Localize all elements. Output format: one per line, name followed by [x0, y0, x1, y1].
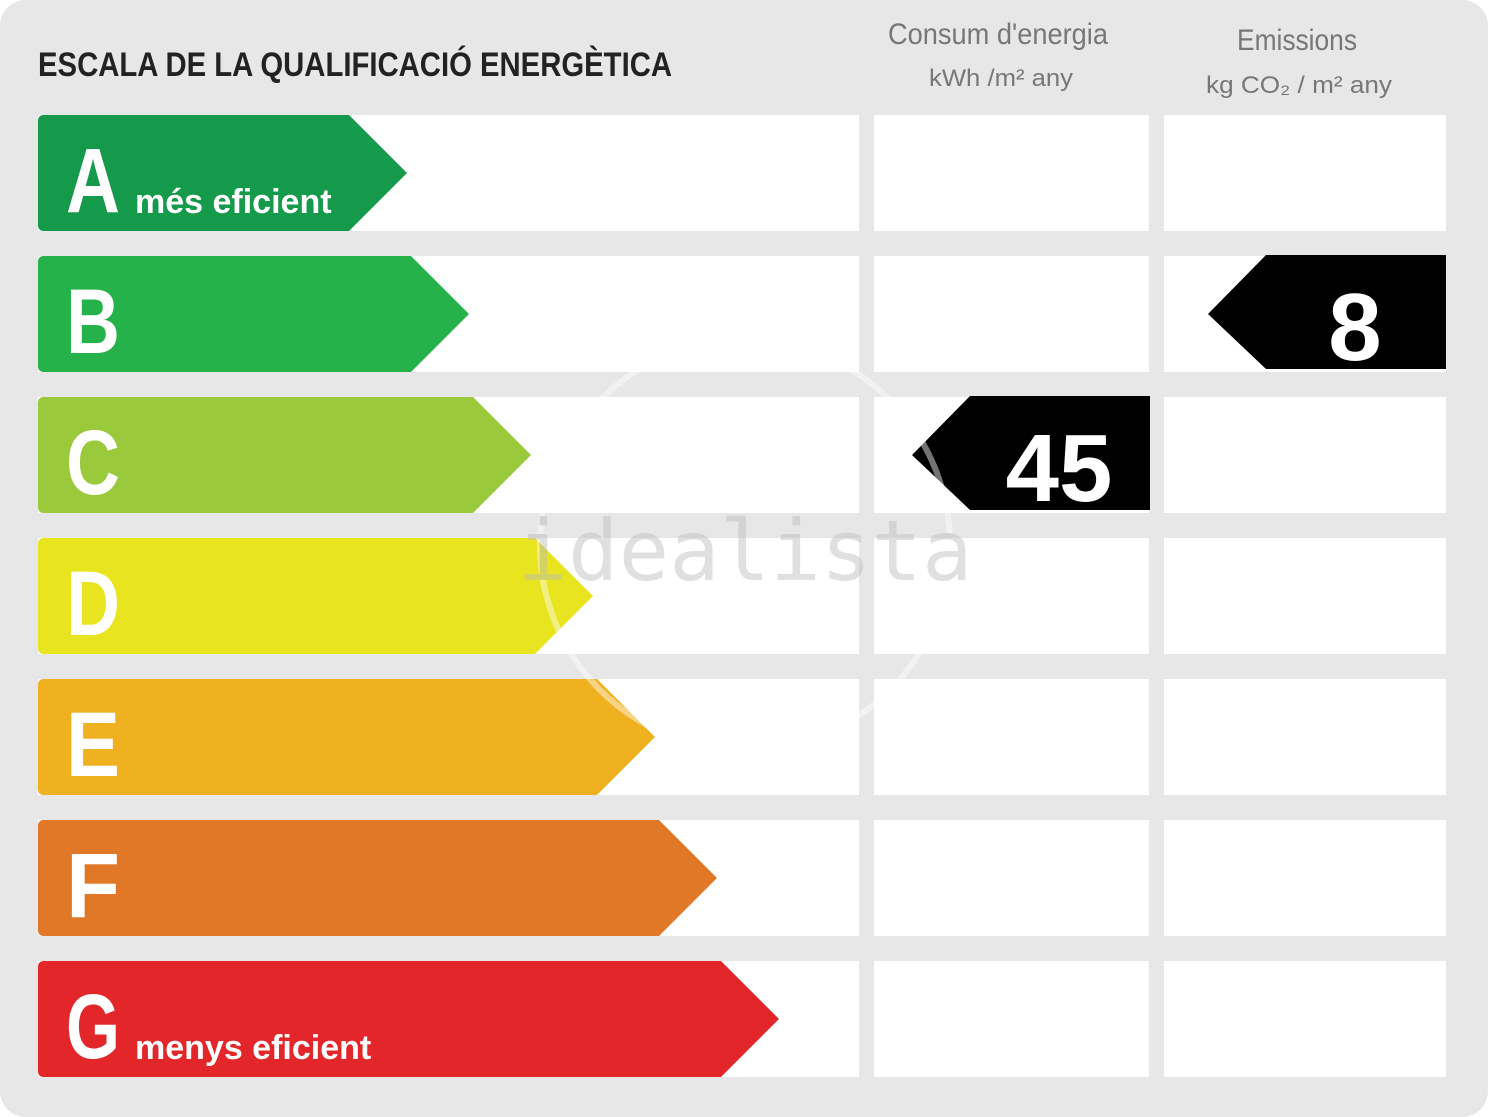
column-unit: kWh /m² any [929, 65, 1073, 92]
emissions-cell [1164, 679, 1446, 795]
watermark-circle [537, 337, 953, 753]
grade-arrow [38, 538, 593, 654]
watermark: idealista [517, 502, 972, 600]
consumption-cell [874, 538, 1149, 654]
grade-letter: B [66, 271, 120, 373]
column-title: Emissions [1237, 24, 1357, 57]
consumption-cell [874, 679, 1149, 795]
grade-letter: A [66, 130, 120, 232]
rating-marker [1208, 255, 1446, 369]
grade-arrow [38, 961, 779, 1077]
grade-label: menys eficient [135, 1029, 371, 1067]
emissions-cell [1164, 961, 1446, 1077]
grade-arrow [38, 256, 469, 372]
title: ESCALA DE LA QUALIFICACIÓ ENERGÈTICA [38, 46, 672, 84]
consumption-cell [874, 961, 1149, 1077]
grade-arrow [38, 115, 407, 231]
rating-value: 45 [1006, 415, 1113, 522]
column-title: Consum d'energia [888, 18, 1108, 51]
watermark-group: idealista [517, 337, 973, 753]
grade-letter: D [66, 553, 120, 655]
grade-arrow [38, 397, 531, 513]
grade-arrow [38, 679, 655, 795]
consumption-cell [874, 115, 1149, 231]
consumption-cell [874, 820, 1149, 936]
column-unit: kg CO₂ / m² any [1206, 72, 1392, 99]
emissions-cell [1164, 820, 1446, 936]
emissions-cell [1164, 538, 1446, 654]
grade-letter: C [66, 412, 120, 514]
grade-letter: G [66, 976, 120, 1078]
emissions-cell [1164, 115, 1446, 231]
consumption-cell [874, 256, 1149, 372]
grade-letter: E [66, 694, 120, 796]
grade-arrow [38, 820, 717, 936]
rating-value: 8 [1328, 274, 1381, 381]
grade-letter: F [66, 835, 120, 937]
grade-label: més eficient [135, 183, 332, 221]
rating-marker [912, 396, 1150, 510]
emissions-cell [1164, 397, 1446, 513]
